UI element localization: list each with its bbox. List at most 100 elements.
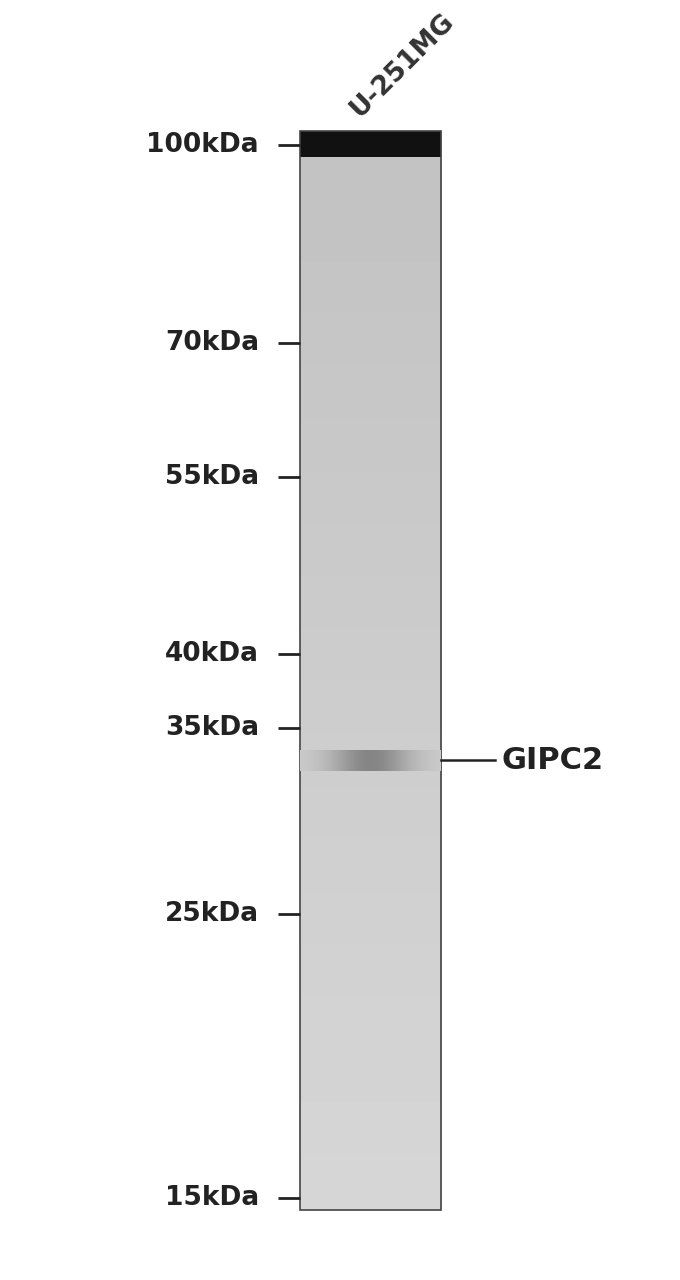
Bar — [351, 750, 352, 771]
Bar — [320, 750, 321, 771]
Text: 70kDa: 70kDa — [165, 330, 259, 356]
Bar — [362, 750, 363, 771]
Bar — [389, 750, 390, 771]
Bar — [347, 750, 348, 771]
Bar — [331, 750, 332, 771]
Bar — [318, 750, 319, 771]
Bar — [303, 750, 304, 771]
Text: 100kDa: 100kDa — [146, 133, 259, 159]
Bar — [390, 750, 392, 771]
Bar — [433, 750, 434, 771]
Bar — [325, 750, 326, 771]
Bar — [368, 750, 369, 771]
Bar — [337, 750, 338, 771]
Bar — [332, 750, 333, 771]
Bar — [418, 750, 419, 771]
Bar — [354, 750, 355, 771]
Bar — [431, 750, 432, 771]
Bar — [350, 750, 351, 771]
Bar — [392, 750, 393, 771]
Text: 55kDa: 55kDa — [165, 465, 259, 490]
Bar — [425, 750, 426, 771]
Bar — [400, 750, 401, 771]
Bar — [312, 750, 313, 771]
Bar — [407, 750, 408, 771]
Bar — [436, 750, 437, 771]
Bar — [329, 750, 330, 771]
Bar — [406, 750, 407, 771]
Bar — [374, 750, 375, 771]
Bar — [378, 750, 379, 771]
Bar — [365, 750, 366, 771]
Bar — [435, 750, 436, 771]
Bar — [384, 750, 385, 771]
Text: 40kDa: 40kDa — [165, 641, 259, 667]
Bar — [364, 750, 365, 771]
Bar — [414, 750, 415, 771]
Bar — [355, 750, 356, 771]
Bar — [423, 750, 424, 771]
Bar — [437, 750, 438, 771]
Bar — [335, 750, 336, 771]
Bar — [439, 750, 440, 771]
Bar — [370, 750, 371, 771]
Bar — [302, 750, 303, 771]
Bar — [388, 750, 389, 771]
Bar — [417, 750, 418, 771]
Bar — [346, 750, 347, 771]
Text: GIPC2: GIPC2 — [502, 746, 604, 774]
Text: U-251MG: U-251MG — [345, 8, 459, 122]
Bar — [341, 750, 342, 771]
Bar — [383, 750, 384, 771]
Bar — [432, 750, 433, 771]
Bar — [393, 750, 394, 771]
Bar — [333, 750, 334, 771]
Bar — [379, 750, 380, 771]
Bar — [427, 750, 428, 771]
Bar — [299, 132, 441, 157]
Bar — [381, 750, 382, 771]
Bar — [317, 750, 318, 771]
Bar — [373, 750, 374, 771]
Bar — [348, 750, 349, 771]
Bar — [361, 750, 362, 771]
Bar — [399, 750, 400, 771]
Bar — [403, 750, 404, 771]
Bar — [382, 750, 383, 771]
Bar — [360, 750, 361, 771]
Bar — [352, 750, 353, 771]
Bar — [316, 750, 317, 771]
Bar — [299, 750, 301, 771]
Bar — [310, 750, 311, 771]
Bar — [357, 750, 358, 771]
Bar — [440, 750, 441, 771]
Bar — [309, 750, 310, 771]
Bar — [410, 750, 411, 771]
Bar — [304, 750, 305, 771]
Bar — [336, 750, 337, 771]
Bar — [321, 750, 322, 771]
Bar — [369, 750, 370, 771]
Bar — [413, 750, 414, 771]
Bar — [327, 750, 328, 771]
Bar — [324, 750, 325, 771]
Bar — [319, 750, 320, 771]
Bar — [301, 750, 302, 771]
Bar — [409, 750, 410, 771]
Bar — [366, 750, 367, 771]
Bar — [343, 750, 344, 771]
Bar — [307, 750, 308, 771]
Bar — [371, 750, 372, 771]
Bar — [430, 750, 431, 771]
Bar — [330, 750, 331, 771]
Bar — [386, 750, 387, 771]
Bar — [395, 750, 396, 771]
Bar — [424, 750, 425, 771]
Bar — [438, 750, 439, 771]
Bar — [308, 750, 309, 771]
Text: 25kDa: 25kDa — [165, 901, 259, 928]
Bar — [426, 750, 427, 771]
Text: 35kDa: 35kDa — [165, 714, 259, 741]
Bar — [428, 750, 429, 771]
Bar — [314, 750, 316, 771]
